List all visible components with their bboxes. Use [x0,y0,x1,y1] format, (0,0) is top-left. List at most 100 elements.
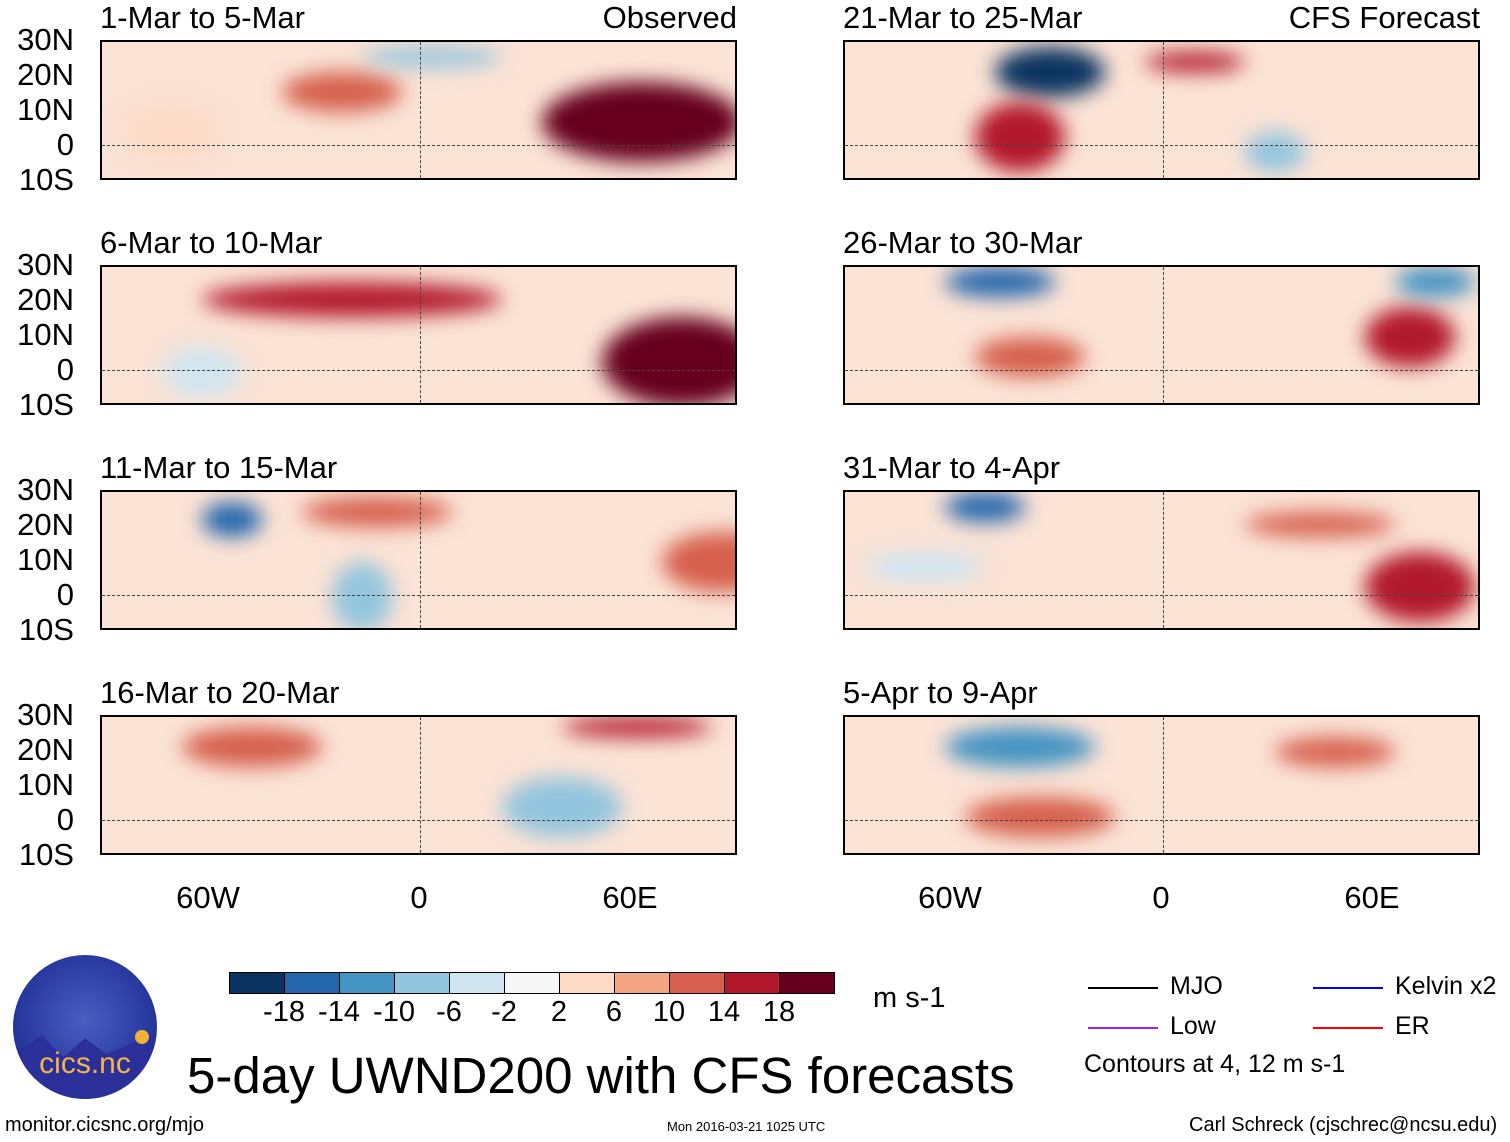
colorbar-label: 6 [605,996,623,1028]
anomaly-region [502,777,622,837]
anomaly-region [945,492,1025,522]
legend-label: MJO [1170,972,1223,1000]
lat-label: 30N [17,472,74,507]
colorbar-label: -10 [373,996,415,1028]
lon-label: 60E [1344,880,1400,915]
panel-title: 21-Mar to 25-Mar [843,0,1083,35]
legend-line [1088,1027,1158,1029]
anomaly-region [332,562,392,628]
panel-title: 16-Mar to 20-Mar [100,675,340,710]
map-panel [100,40,737,180]
anomaly-region [562,717,712,737]
lat-label: 20N [17,282,74,317]
lon-label: 0 [410,880,428,915]
legend-line [1313,1027,1383,1029]
map-panel [843,40,1480,180]
legend-label: Low [1170,1012,1216,1040]
colorbar-swatch [284,972,340,994]
anomaly-region [945,267,1055,297]
panel-title: 1-Mar to 5-Mar [100,0,305,35]
equator-line [845,145,1478,146]
prime-meridian-line [420,717,421,853]
lat-label: 10S [18,837,74,872]
colorbar-label: -2 [491,996,517,1028]
anomaly-region [362,47,502,67]
colorbar-swatch [504,972,560,994]
anomaly-region [602,317,735,403]
equator-line [845,820,1478,821]
panel-tag: CFS Forecast [1288,0,1480,35]
anomaly-region [975,337,1085,377]
colorbar-swatch [779,972,835,994]
equator-line [102,370,735,371]
lat-label: 30N [17,22,74,57]
equator-line [102,145,735,146]
anomaly-region [1275,737,1395,767]
equator-line [845,595,1478,596]
map-panel [100,715,737,855]
colorbar-units: m s-1 [873,982,946,1014]
map-panel [100,265,737,405]
anomaly-region [1365,307,1455,367]
colorbar-swatch [724,972,780,994]
prime-meridian-line [420,492,421,628]
panel-tag: Observed [602,0,737,35]
anomaly-region [865,552,985,582]
colorbar-swatch [339,972,395,994]
colorbar-label: -18 [263,996,305,1028]
anomaly-region [945,727,1095,767]
credit: Carl Schreck (cjschrec@ncsu.edu) [1189,1114,1498,1136]
anomaly-region [1245,132,1305,172]
lat-label: 10N [17,92,74,127]
lat-label: 10N [17,767,74,802]
prime-meridian-line [1163,717,1164,853]
anomaly-region [662,532,735,592]
lat-label: 0 [56,352,74,387]
anomaly-region [162,347,242,397]
anomaly-region [1245,512,1395,537]
panel-title: 26-Mar to 30-Mar [843,225,1083,260]
panel-title: 31-Mar to 4-Apr [843,450,1061,485]
prime-meridian-line [1163,267,1164,403]
colorbar-swatch [559,972,615,994]
colorbar-label: -6 [436,996,462,1028]
equator-line [102,820,735,821]
lat-label: 10S [18,162,74,197]
map-panel [843,490,1480,630]
anomaly-region [965,797,1115,837]
anomaly-region [1395,267,1475,297]
prime-meridian-line [420,42,421,178]
prime-meridian-line [1163,42,1164,178]
anomaly-region [202,282,502,317]
figure-title: 5-day UWND200 with CFS forecasts [187,1047,1015,1104]
lon-label: 60W [176,880,240,915]
lat-label: 0 [56,802,74,837]
anomaly-region [542,82,735,162]
anomaly-region [1145,52,1245,72]
panel-title: 5-Apr to 9-Apr [843,675,1038,710]
anomaly-region [975,102,1065,172]
colorbar-swatch [449,972,505,994]
lat-label: 10N [17,542,74,577]
map-panel [843,265,1480,405]
lat-label: 10S [18,612,74,647]
map-panel [100,490,737,630]
timestamp: Mon 2016-03-21 1025 UTC [667,1119,826,1134]
anomaly-region [182,727,322,767]
lat-label: 20N [17,732,74,767]
url-text: monitor.cicsnc.org/mjo [5,1114,204,1136]
colorbar-label: 18 [762,996,796,1028]
anomaly-region [995,47,1105,97]
legend-label: ER [1395,1012,1430,1040]
colorbar-label: -14 [318,996,360,1028]
panel-title: 6-Mar to 10-Mar [100,225,323,260]
colorbar-swatch [669,972,725,994]
colorbar-swatch [229,972,285,994]
cics-logo: cics.nc [13,955,157,1099]
legend-line [1313,987,1383,989]
legend-label: Kelvin x2 [1395,972,1497,1000]
lat-label: 10N [17,317,74,352]
anomaly-region [202,502,262,537]
map-panel [843,715,1480,855]
anomaly-region [282,72,402,112]
